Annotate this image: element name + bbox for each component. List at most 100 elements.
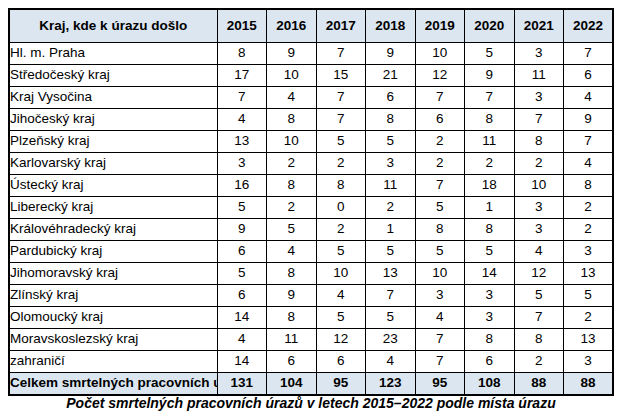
value-cell: 6 <box>316 351 366 373</box>
value-cell: 5 <box>316 307 366 329</box>
value-cell: 2 <box>564 307 614 329</box>
value-cell: 2 <box>316 153 366 175</box>
value-cell: 7 <box>316 43 366 65</box>
value-cell: 7 <box>514 307 564 329</box>
table-row: Pardubický kraj64555543 <box>9 241 613 263</box>
value-cell: 3 <box>217 153 267 175</box>
value-cell: 4 <box>564 87 614 109</box>
region-name-cell: Kraj Vysočina <box>9 87 217 109</box>
region-column-header: Kraj, kde k úrazu došlo <box>9 9 217 43</box>
value-cell: 2 <box>316 219 366 241</box>
value-cell: 4 <box>366 351 416 373</box>
value-cell: 2 <box>514 351 564 373</box>
total-value-cell: 95 <box>316 373 366 396</box>
value-cell: 5 <box>316 241 366 263</box>
year-column-header: 2017 <box>316 9 366 43</box>
value-cell: 9 <box>465 65 515 87</box>
table-row: Jihočeský kraj48786879 <box>9 109 613 131</box>
value-cell: 8 <box>465 109 515 131</box>
value-cell: 9 <box>366 43 416 65</box>
value-cell: 8 <box>217 43 267 65</box>
value-cell: 5 <box>415 241 465 263</box>
table-row: Karlovarský kraj32232224 <box>9 153 613 175</box>
value-cell: 14 <box>465 263 515 285</box>
table-row: Olomoucký kraj148554372 <box>9 307 613 329</box>
value-cell: 13 <box>564 263 614 285</box>
value-cell: 8 <box>564 175 614 197</box>
region-name-cell: Královéhradecký kraj <box>9 219 217 241</box>
value-cell: 8 <box>465 219 515 241</box>
value-cell: 8 <box>465 329 515 351</box>
value-cell: 2 <box>267 153 317 175</box>
table-row: Plzeňský kraj13105521187 <box>9 131 613 153</box>
value-cell: 11 <box>366 175 416 197</box>
value-cell: 2 <box>366 197 416 219</box>
value-cell: 8 <box>316 175 366 197</box>
table-row: Zlínský kraj69473355 <box>9 285 613 307</box>
value-cell: 10 <box>415 263 465 285</box>
region-name-cell: Plzeňský kraj <box>9 131 217 153</box>
region-name-cell: zahraničí <box>9 351 217 373</box>
region-name-cell: Zlínský kraj <box>9 285 217 307</box>
total-value-cell: 123 <box>366 373 416 396</box>
value-cell: 15 <box>316 65 366 87</box>
value-cell: 4 <box>415 307 465 329</box>
value-cell: 5 <box>366 131 416 153</box>
value-cell: 5 <box>514 285 564 307</box>
table-row: Moravskoslezský kraj411122378813 <box>9 329 613 351</box>
table-row: Liberecký kraj52025132 <box>9 197 613 219</box>
year-column-header: 2019 <box>415 9 465 43</box>
total-value-cell: 108 <box>465 373 515 396</box>
value-cell: 2 <box>564 197 614 219</box>
value-cell: 12 <box>415 65 465 87</box>
value-cell: 10 <box>316 263 366 285</box>
value-cell: 5 <box>217 263 267 285</box>
header-row: Kraj, kde k úrazu došlo 2015201620172018… <box>9 9 613 43</box>
total-value-cell: 131 <box>217 373 267 396</box>
value-cell: 4 <box>217 329 267 351</box>
value-cell: 8 <box>267 175 317 197</box>
value-cell: 4 <box>267 87 317 109</box>
value-cell: 6 <box>267 351 317 373</box>
injury-table-container: Kraj, kde k úrazu došlo 2015201620172018… <box>8 8 614 396</box>
year-column-header: 2021 <box>514 9 564 43</box>
table-row: Jihomoravský kraj58101310141213 <box>9 263 613 285</box>
value-cell: 5 <box>465 241 515 263</box>
fatal-work-injuries-table: Kraj, kde k úrazu došlo 2015201620172018… <box>8 8 614 396</box>
value-cell: 3 <box>564 241 614 263</box>
value-cell: 5 <box>415 197 465 219</box>
value-cell: 6 <box>465 351 515 373</box>
value-cell: 3 <box>514 87 564 109</box>
value-cell: 11 <box>267 329 317 351</box>
total-value-cell: 95 <box>415 373 465 396</box>
region-name-cell: Ústecký kraj <box>9 175 217 197</box>
total-row-label: Celkem smrtelných pracovních úrazů <box>9 373 217 396</box>
table-row: Královéhradecký kraj95218832 <box>9 219 613 241</box>
value-cell: 7 <box>564 43 614 65</box>
value-cell: 3 <box>465 285 515 307</box>
value-cell: 5 <box>366 241 416 263</box>
value-cell: 6 <box>415 109 465 131</box>
value-cell: 4 <box>316 285 366 307</box>
total-value-cell: 88 <box>564 373 614 396</box>
value-cell: 7 <box>465 87 515 109</box>
value-cell: 2 <box>465 153 515 175</box>
value-cell: 7 <box>366 285 416 307</box>
table-caption: Počet smrtelných pracovních úrazů v lete… <box>0 395 622 411</box>
table-row: Hl. m. Praha897910537 <box>9 43 613 65</box>
year-column-header: 2016 <box>267 9 317 43</box>
region-name-cell: Jihomoravský kraj <box>9 263 217 285</box>
value-cell: 10 <box>267 131 317 153</box>
total-value-cell: 88 <box>514 373 564 396</box>
value-cell: 8 <box>514 131 564 153</box>
value-cell: 12 <box>514 263 564 285</box>
value-cell: 8 <box>267 307 317 329</box>
region-name-cell: Olomoucký kraj <box>9 307 217 329</box>
table-row: Ústecký kraj168811718108 <box>9 175 613 197</box>
table-row: Kraj Vysočina74767734 <box>9 87 613 109</box>
value-cell: 5 <box>465 43 515 65</box>
value-cell: 23 <box>366 329 416 351</box>
value-cell: 2 <box>514 153 564 175</box>
value-cell: 2 <box>564 219 614 241</box>
region-name-cell: Karlovarský kraj <box>9 153 217 175</box>
